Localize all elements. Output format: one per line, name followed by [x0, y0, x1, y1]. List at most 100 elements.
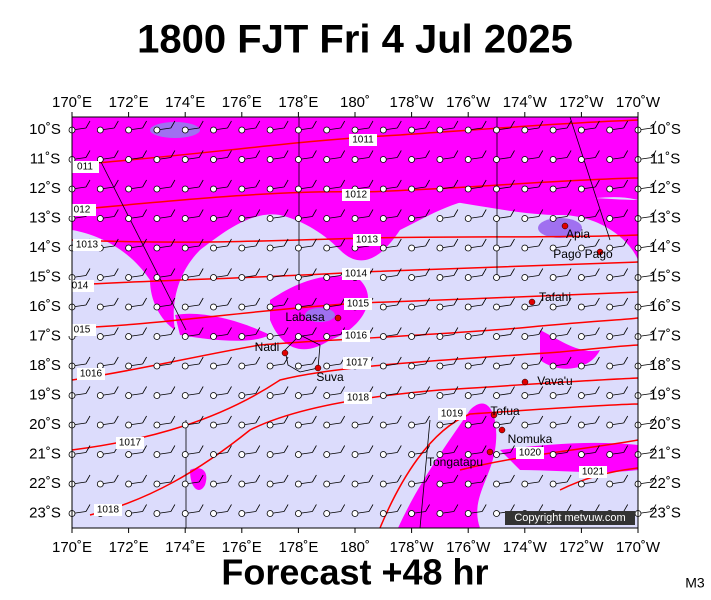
wind-station — [408, 480, 416, 488]
wind-station — [96, 451, 104, 458]
wind-barb — [368, 445, 374, 453]
wind-station — [521, 126, 529, 134]
wind-barb — [283, 386, 289, 394]
isobar-label-box — [94, 504, 122, 516]
wind-barb — [283, 474, 289, 483]
wind-barb — [425, 386, 430, 394]
wind-barb — [595, 445, 600, 453]
wind-barb — [142, 268, 147, 276]
wind-barb — [283, 356, 289, 365]
wind-station — [493, 333, 500, 340]
wind-barb — [566, 209, 572, 217]
wind-barb — [113, 415, 119, 424]
wind-station — [238, 421, 246, 429]
wind-station — [153, 480, 161, 488]
wind-barb — [510, 238, 515, 247]
wind-barb — [255, 327, 261, 335]
latitude-label: 18˚S — [29, 357, 61, 374]
wind-barb — [623, 238, 629, 247]
wind-barb — [453, 209, 459, 217]
isobar-label: 1012 — [345, 190, 368, 201]
longitude-label: 176˚W — [446, 94, 491, 111]
wind-station — [464, 362, 472, 370]
wind-barb — [510, 474, 515, 483]
wind-station — [578, 215, 585, 222]
wind-station — [436, 451, 444, 458]
wind-barb — [283, 327, 289, 335]
wind-barb — [651, 327, 657, 335]
wind-barb — [113, 179, 119, 188]
wind-barb — [198, 504, 204, 512]
wind-barb — [396, 120, 402, 129]
wind-station — [578, 451, 585, 458]
wind-station — [549, 333, 557, 340]
wind-barb — [85, 150, 91, 158]
wind-barb — [283, 504, 289, 512]
wind-station — [181, 215, 189, 222]
longitude-label: 170˚E — [52, 94, 92, 111]
wind-station — [323, 362, 331, 370]
wind-barb — [340, 209, 346, 217]
wind-station — [210, 451, 217, 458]
wind-barb — [85, 120, 91, 129]
wind-barb — [425, 268, 430, 276]
wind-station — [408, 303, 416, 311]
isobar-label: 1011 — [352, 135, 374, 146]
wind-station — [238, 333, 246, 340]
wind-station — [464, 451, 472, 458]
wind-barb — [113, 386, 119, 394]
wind-barb — [453, 120, 459, 129]
wind-barb — [425, 297, 430, 306]
wind-station — [578, 156, 585, 163]
wind-station — [181, 156, 189, 163]
wind-barb — [396, 268, 402, 276]
wind-barb — [566, 150, 572, 158]
longitude-label: 172˚W — [559, 94, 604, 111]
wind-barb — [340, 179, 346, 188]
wind-barb — [510, 356, 515, 365]
longitude-label: 174˚W — [503, 539, 548, 556]
wind-station — [210, 480, 217, 488]
wind-barb — [538, 268, 544, 276]
wind-barb — [623, 415, 629, 424]
wind-barb — [227, 474, 232, 483]
wind-barb — [538, 474, 544, 483]
wind-barb — [651, 179, 657, 188]
wind-station — [266, 451, 274, 458]
wind-barb — [510, 415, 515, 424]
wind-barb — [227, 504, 232, 512]
wind-barb — [227, 179, 232, 188]
wind-barb — [312, 150, 317, 158]
wind-barb — [142, 150, 147, 158]
wind-barb — [255, 297, 261, 306]
wind-station — [153, 421, 161, 429]
wind-barb — [623, 327, 629, 335]
wind-station — [408, 274, 416, 281]
wind-barb — [255, 474, 261, 483]
wind-station — [379, 421, 387, 429]
isobar-label: 1015 — [347, 299, 370, 310]
wind-station — [493, 156, 500, 163]
wind-station — [578, 421, 585, 429]
wind-barb — [312, 120, 317, 129]
wind-barb — [595, 120, 600, 129]
wind-station — [493, 480, 500, 488]
footer: Forecast +48 hr — [221, 552, 488, 593]
isobar-label: 012 — [74, 205, 91, 216]
place-name: Suva — [316, 370, 344, 384]
place-marker — [314, 364, 322, 372]
wind-barb — [651, 445, 657, 453]
wind-barb — [312, 327, 317, 335]
wind-station — [266, 274, 274, 281]
wind-barb — [113, 268, 119, 276]
wind-station — [379, 510, 387, 517]
wind-barb — [255, 150, 261, 158]
wind-barb — [198, 356, 204, 365]
wind-barb — [312, 445, 317, 453]
wind-barb — [510, 268, 515, 276]
wind-barb — [113, 238, 119, 247]
wind-station — [323, 303, 331, 311]
wind-station — [181, 421, 189, 429]
wind-station — [266, 126, 274, 134]
wind-station — [464, 126, 472, 134]
